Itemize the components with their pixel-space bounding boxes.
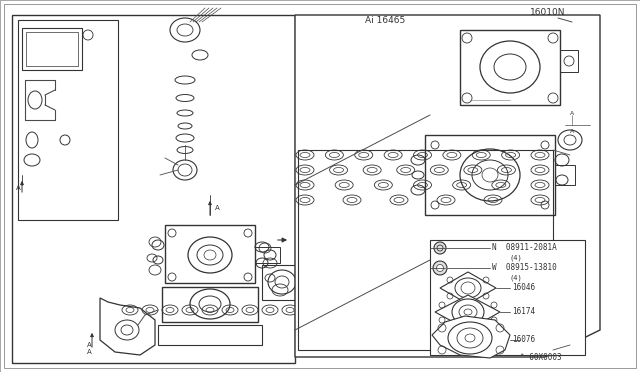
Text: 16046: 16046 [512,283,535,292]
Bar [255,247,280,263]
Polygon shape [295,15,600,357]
Bar [22,28,82,70]
Bar [560,50,578,72]
Text: A: A [570,128,574,134]
Polygon shape [435,295,500,330]
Bar [26,32,78,66]
Text: 16010N: 16010N [530,7,566,16]
Text: A: A [87,342,92,348]
Text: 16076: 16076 [512,336,535,344]
Text: 16174: 16174 [512,308,535,317]
Ellipse shape [433,261,447,275]
Text: N  08911-2081A: N 08911-2081A [492,244,557,253]
Bar [158,325,262,345]
Polygon shape [432,316,510,358]
Text: (4): (4) [510,255,523,261]
Text: (4): (4) [510,275,523,281]
Bar [555,165,575,185]
Ellipse shape [434,242,446,254]
Text: A: A [15,185,20,191]
Polygon shape [440,272,496,304]
Text: A: A [215,205,220,211]
Bar [162,287,258,322]
Text: W  08915-13810: W 08915-13810 [492,263,557,273]
Bar [18,20,118,220]
Bar [425,135,555,215]
Text: A: A [87,349,92,355]
Bar [298,150,553,350]
Text: Ai 16465: Ai 16465 [365,16,405,25]
Bar [12,15,295,363]
Bar [430,240,585,355]
Text: A: A [570,110,574,115]
Bar [165,225,255,283]
Ellipse shape [436,264,444,272]
Text: ^ 60X0003: ^ 60X0003 [520,353,562,362]
Bar [262,265,302,300]
Bar [460,30,560,105]
